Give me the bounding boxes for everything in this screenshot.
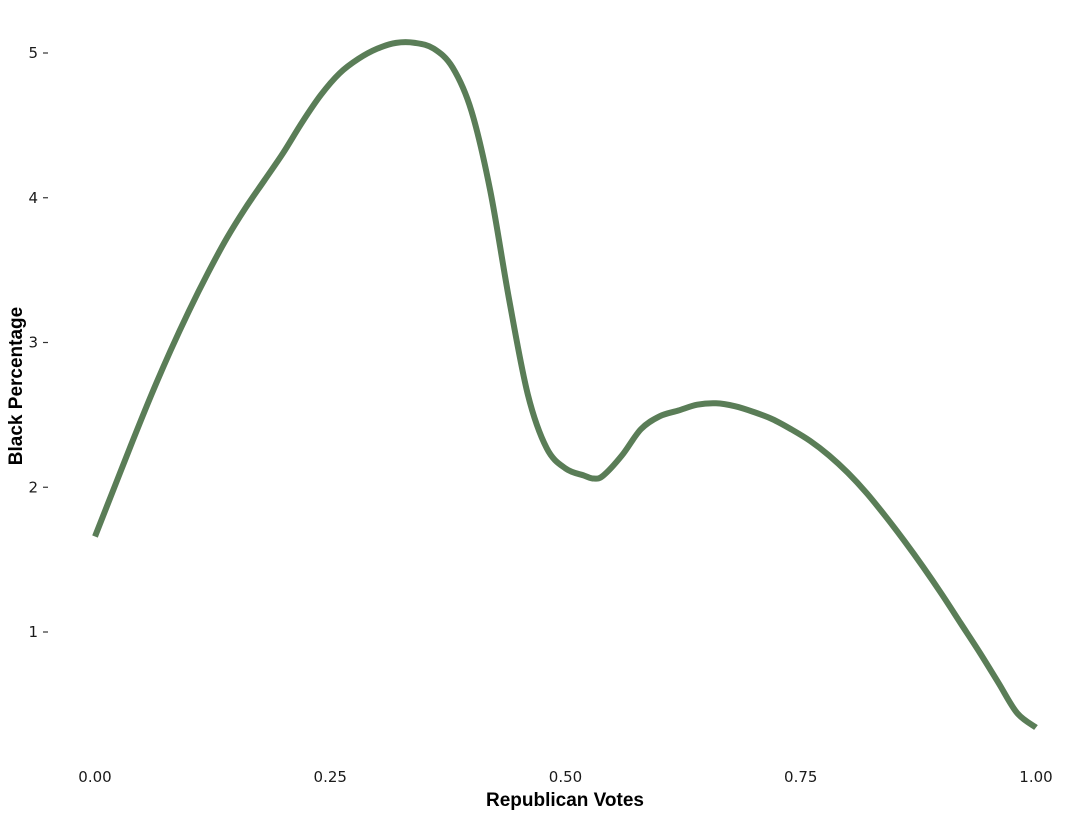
x-tick-label: 1.00 <box>1019 768 1052 786</box>
y-tick-label: 1 <box>28 623 38 641</box>
y-tick-label: 5 <box>28 44 38 62</box>
y-axis-title: Black Percentage <box>6 307 27 465</box>
y-axis: 1 2 3 4 5 <box>28 44 48 641</box>
x-tick-label: 0.25 <box>314 768 347 786</box>
x-axis: 0.00 0.25 0.50 0.75 1.00 <box>78 768 1052 786</box>
x-tick-label: 0.00 <box>78 768 111 786</box>
y-tick-label: 4 <box>28 189 38 207</box>
series-layer <box>92 39 1038 730</box>
x-tick-label: 0.50 <box>549 768 582 786</box>
y-tick-label: 3 <box>28 334 38 352</box>
y-tick-label: 2 <box>28 478 38 496</box>
series-line <box>92 39 1038 730</box>
x-axis-title: Republican Votes <box>486 790 644 811</box>
x-tick-label: 0.75 <box>784 768 817 786</box>
